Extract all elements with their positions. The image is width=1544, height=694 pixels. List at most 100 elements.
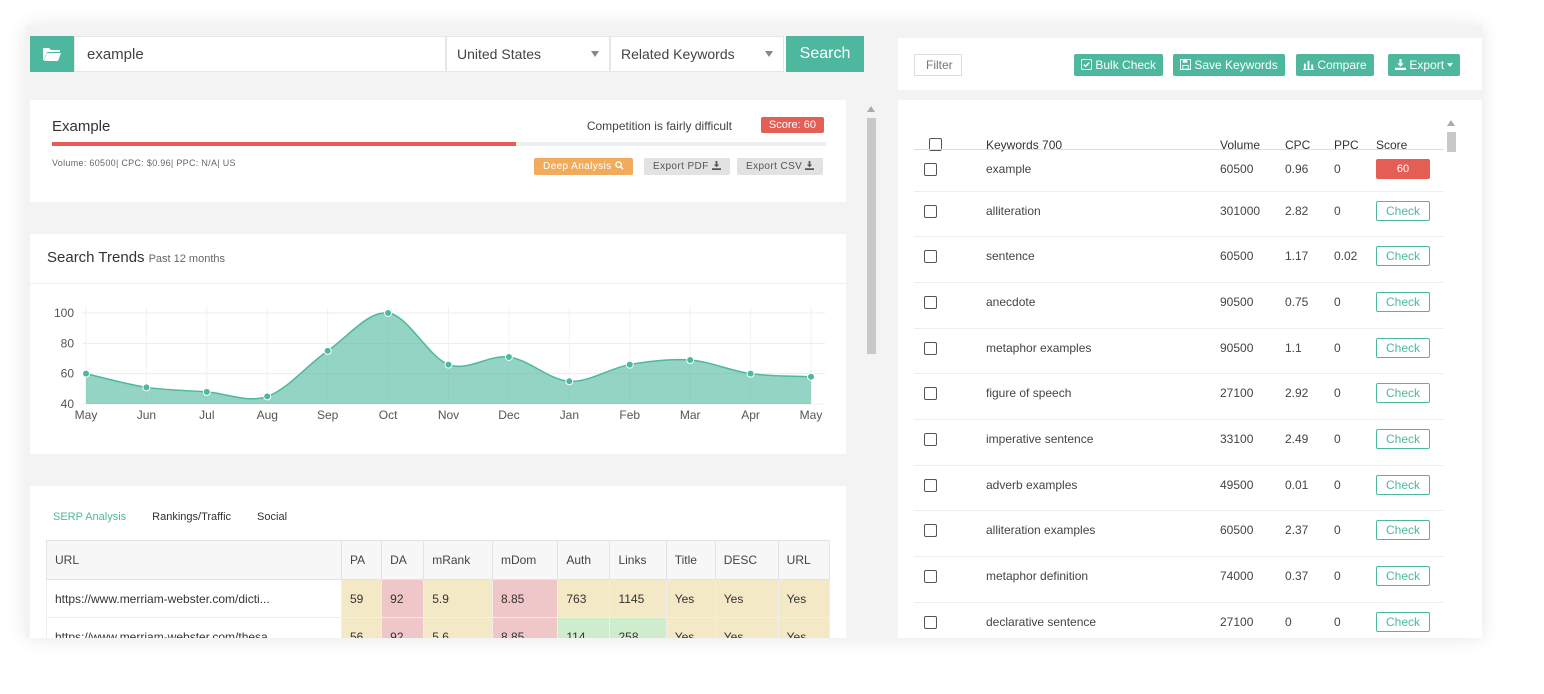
ppc-header[interactable]: PPC [1334, 138, 1359, 152]
check-button[interactable]: Check [1376, 429, 1430, 449]
volume-cell: 27100 [1220, 386, 1254, 400]
keyword-link[interactable]: alliteration [986, 204, 1041, 218]
row-checkbox[interactable] [924, 479, 937, 492]
ppc-cell: 0 [1334, 204, 1341, 218]
x-tick-label: Sep [317, 408, 339, 422]
keywords-scrollbar[interactable] [1444, 120, 1458, 638]
serp-column-header[interactable]: URL [46, 540, 342, 580]
row-checkbox[interactable] [924, 250, 937, 263]
keyword-link[interactable]: sentence [986, 249, 1035, 263]
row-checkbox[interactable] [924, 296, 937, 309]
row-checkbox[interactable] [924, 387, 937, 400]
serp-cell: 114 [557, 617, 611, 638]
keyword-link[interactable]: imperative sentence [986, 432, 1094, 446]
export-csv-label: Export CSV [746, 161, 803, 172]
trend-area [86, 312, 811, 404]
mode-select[interactable]: Related Keywords [610, 36, 784, 72]
compare-button[interactable]: Compare [1296, 54, 1374, 76]
folder-icon[interactable] [30, 36, 74, 72]
serp-cell: Yes [777, 579, 831, 618]
serp-tab[interactable]: SERP Analysis [53, 511, 127, 523]
volume-cell: 90500 [1220, 295, 1254, 309]
serp-url-link[interactable]: https://www.merriam-webster.com/thesa... [46, 617, 342, 638]
keyword-row: metaphor definition 74000 0.37 0 Check [914, 556, 1444, 602]
cpc-cell: 0.37 [1285, 569, 1309, 583]
ppc-cell: 0.02 [1334, 249, 1358, 263]
export-csv-button[interactable]: Export CSV [737, 158, 824, 175]
check-button[interactable]: Check [1376, 201, 1430, 221]
scroll-up-icon[interactable] [1447, 120, 1455, 126]
deep-analysis-label: Deep Analysis [543, 161, 612, 172]
download-icon [711, 161, 721, 170]
keywords-list-panel: Keywords 700 Volume CPC PPC Score exampl… [898, 100, 1482, 638]
check-button[interactable]: Check [1376, 520, 1430, 540]
keyword-link[interactable]: metaphor definition [986, 569, 1089, 583]
check-button[interactable]: Check [1376, 566, 1430, 586]
select-all-checkbox[interactable] [929, 138, 942, 151]
cpc-header[interactable]: CPC [1285, 138, 1311, 152]
check-button[interactable]: Check [1376, 292, 1430, 312]
keyword-link[interactable]: adverb examples [986, 478, 1078, 492]
row-checkbox[interactable] [924, 163, 937, 176]
volume-header[interactable]: Volume [1220, 138, 1261, 152]
trends-subtitle: Past 12 months [148, 253, 225, 265]
row-checkbox[interactable] [924, 433, 937, 446]
serp-column-header[interactable]: Title [665, 540, 716, 580]
check-button[interactable]: Check [1376, 246, 1430, 266]
x-tick-label: Feb [619, 408, 640, 422]
keyword-link[interactable]: declarative sentence [986, 615, 1097, 629]
save-keywords-button[interactable]: Save Keywords [1173, 54, 1285, 76]
keyword-link[interactable]: example [986, 162, 1032, 176]
serp-column-header[interactable]: mDom [491, 540, 559, 580]
serp-column-header[interactable]: DA [381, 540, 425, 580]
check-button[interactable]: Check [1376, 475, 1430, 495]
serp-tabs: SERP Analysis Rankings/Traffic Social [53, 511, 313, 523]
data-point [82, 369, 90, 378]
score-header[interactable]: Score [1376, 138, 1408, 152]
data-point [625, 360, 634, 369]
search-input[interactable] [74, 36, 446, 72]
keyword-link[interactable]: alliteration examples [986, 523, 1096, 537]
export-pdf-button[interactable]: Export PDF [644, 158, 730, 175]
serp-column-header[interactable]: URL [777, 540, 831, 580]
deep-analysis-button[interactable]: Deep Analysis [534, 158, 633, 175]
check-button[interactable]: Check [1376, 338, 1430, 358]
serp-column-header[interactable]: Auth [557, 540, 611, 580]
serp-row: https://www.merriam-webster.com/dicti...… [46, 579, 831, 618]
x-tick-label: Nov [438, 408, 459, 422]
scrollbar-thumb[interactable] [1447, 132, 1456, 152]
trends-title: Search Trends [47, 249, 145, 266]
row-checkbox[interactable] [924, 342, 937, 355]
row-checkbox[interactable] [924, 616, 937, 629]
serp-column-header[interactable]: DESC [714, 540, 779, 580]
serp-url-link[interactable]: https://www.merriam-webster.com/dicti... [46, 579, 342, 618]
scrollbar-thumb[interactable] [867, 118, 876, 354]
row-checkbox[interactable] [924, 524, 937, 537]
serp-column-header[interactable]: Links [609, 540, 667, 580]
volume-cell: 74000 [1220, 569, 1254, 583]
cpc-cell: 1.17 [1285, 249, 1309, 263]
filter-input[interactable] [914, 54, 962, 76]
serp-column-header[interactable]: mRank [423, 540, 493, 580]
serp-cell: 59 [340, 579, 383, 618]
keyword-link[interactable]: metaphor examples [986, 341, 1092, 355]
country-select[interactable]: United States [446, 36, 610, 72]
difficulty-progress-bar [52, 142, 826, 146]
serp-tab[interactable]: Social [257, 511, 288, 523]
search-button[interactable]: Search [786, 36, 864, 72]
ppc-cell: 0 [1334, 615, 1341, 629]
serp-cell: 258 [609, 617, 667, 638]
check-button[interactable]: Check [1376, 612, 1430, 632]
keyword-link[interactable]: anecdote [986, 295, 1036, 309]
check-button[interactable]: Check [1376, 383, 1430, 403]
serp-tab[interactable]: Rankings/Traffic [152, 511, 232, 523]
data-point [807, 372, 815, 381]
export-button[interactable]: Export [1388, 54, 1461, 76]
row-checkbox[interactable] [924, 570, 937, 583]
serp-column-header[interactable]: PA [340, 540, 383, 580]
scroll-up-icon[interactable] [867, 106, 875, 112]
bulk-check-button[interactable]: Bulk Check [1074, 54, 1164, 76]
main-scrollbar[interactable] [864, 106, 878, 638]
keyword-link[interactable]: figure of speech [986, 386, 1072, 400]
row-checkbox[interactable] [924, 205, 937, 218]
